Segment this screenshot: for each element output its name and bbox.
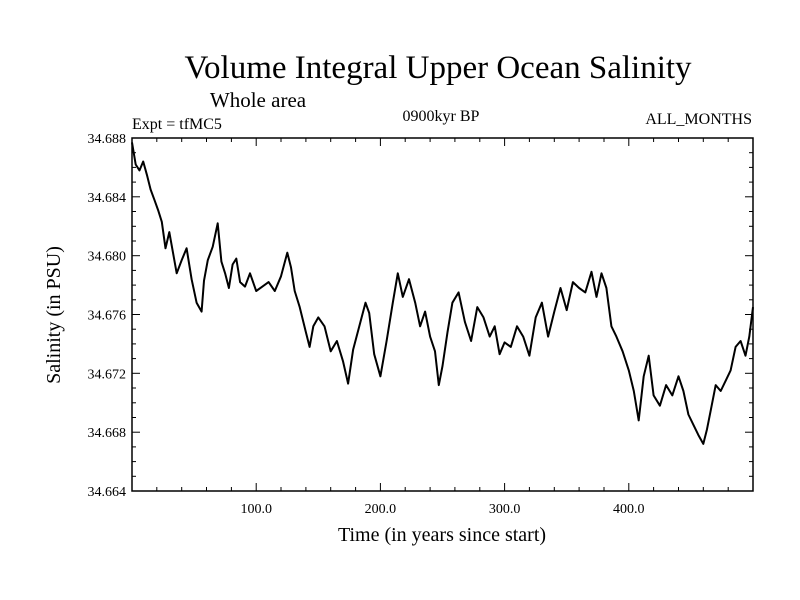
plot-frame [131,137,754,492]
months-label: ALL_MONTHS [645,111,752,128]
period-label: 0900kyr BP [403,108,480,125]
chart-title: Volume Integral Upper Ocean Salinity [184,50,692,86]
tick-labels: 100.0 200.0 300.0 400.0 34.664 34.668 34.672 34… [88,132,645,517]
salinity-series-line [131,142,754,445]
y-axis-label: Salinity (in PSU) [43,246,65,384]
x-tick-label: 300.0 [489,502,521,517]
y-tick-label: 34.664 [88,485,127,500]
x-axis-label: Time (in years since start) [338,524,546,546]
y-tick-label: 34.672 [88,367,127,382]
y-tick-label: 34.684 [88,191,127,206]
y-tick-label: 34.676 [88,309,127,324]
x-tick-label: 100.0 [240,502,272,517]
chart-subtitle: Whole area [210,88,307,112]
x-tick-label: 400.0 [613,502,645,517]
x-tick-label: 200.0 [365,502,397,517]
y-tick-label: 34.668 [88,426,127,441]
axis-ticks [132,138,753,491]
y-tick-label: 34.680 [88,250,127,265]
y-tick-label: 34.688 [88,132,127,147]
experiment-label: Expt = tfMC5 [132,116,222,133]
